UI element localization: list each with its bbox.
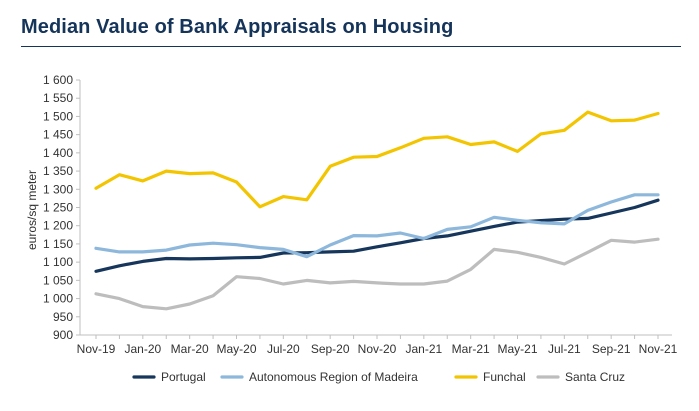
x-tick-label: Jan-21: [405, 342, 442, 356]
legend: Portugal Autonomous Region of Madeira Func…: [132, 370, 625, 384]
x-tick-label: May-21: [497, 342, 537, 356]
y-tick-label: 1 600: [43, 73, 73, 87]
y-tick-label: 1 250: [43, 201, 73, 215]
x-tick-label: Sep-21: [592, 342, 631, 356]
x-tick-label: Mar-21: [452, 342, 490, 356]
legend-label-autonomous-region-of-madeira: Autonomous Region of Madeira: [249, 370, 418, 384]
y-tick-label: 1 550: [43, 91, 73, 105]
x-tick-label: Jan-20: [124, 342, 161, 356]
x-axis: Nov-19 Jan-20 Mar-20 May-20 Jul-20 Sep-20 Nov-…: [77, 334, 678, 356]
y-axis: 900 950 1 000 1 050 1 100 1 150 1 200 1 250 1 30…: [43, 73, 81, 342]
legend-label-santa-cruz: Santa Cruz: [565, 370, 625, 384]
y-tick-label: 950: [53, 310, 73, 324]
series-line-autonomous-region-of-madeira: [94, 193, 660, 259]
x-tick-label: Nov-21: [639, 342, 678, 356]
series-line-funchal: [94, 110, 660, 209]
y-tick-label: 1 300: [43, 182, 73, 196]
y-tick-label: 1 150: [43, 237, 73, 251]
x-tick-label: Nov-19: [77, 342, 116, 356]
x-tick-label: Jul-20: [267, 342, 300, 356]
x-tick-label: Jul-21: [548, 342, 581, 356]
series-line-santa-cruz: [94, 237, 660, 311]
y-axis-label: euros/sq meter: [25, 170, 39, 250]
x-tick-label: Sep-20: [311, 342, 350, 356]
y-tick-label: 1 200: [43, 219, 73, 233]
y-tick-label: 1 350: [43, 164, 73, 178]
chart-title: Median Value of Bank Appraisals on Housi…: [21, 16, 454, 38]
title-underline: [21, 46, 681, 47]
series-line-portugal: [94, 198, 660, 273]
y-tick-label: 1 500: [43, 109, 73, 123]
y-tick-label: 1 100: [43, 255, 73, 269]
y-tick-label: 900: [53, 328, 73, 342]
x-tick-label: May-20: [216, 342, 256, 356]
legend-label-funchal: Funchal: [483, 370, 526, 384]
y-tick-label: 1 050: [43, 273, 73, 287]
x-tick-label: Nov-20: [358, 342, 397, 356]
y-tick-label: 1 400: [43, 146, 73, 160]
y-tick-label: 1 450: [43, 128, 73, 142]
y-tick-label: 1 000: [43, 292, 73, 306]
x-tick-label: Mar-20: [171, 342, 209, 356]
legend-label-portugal: Portugal: [161, 370, 206, 384]
series-lines: [94, 110, 660, 311]
